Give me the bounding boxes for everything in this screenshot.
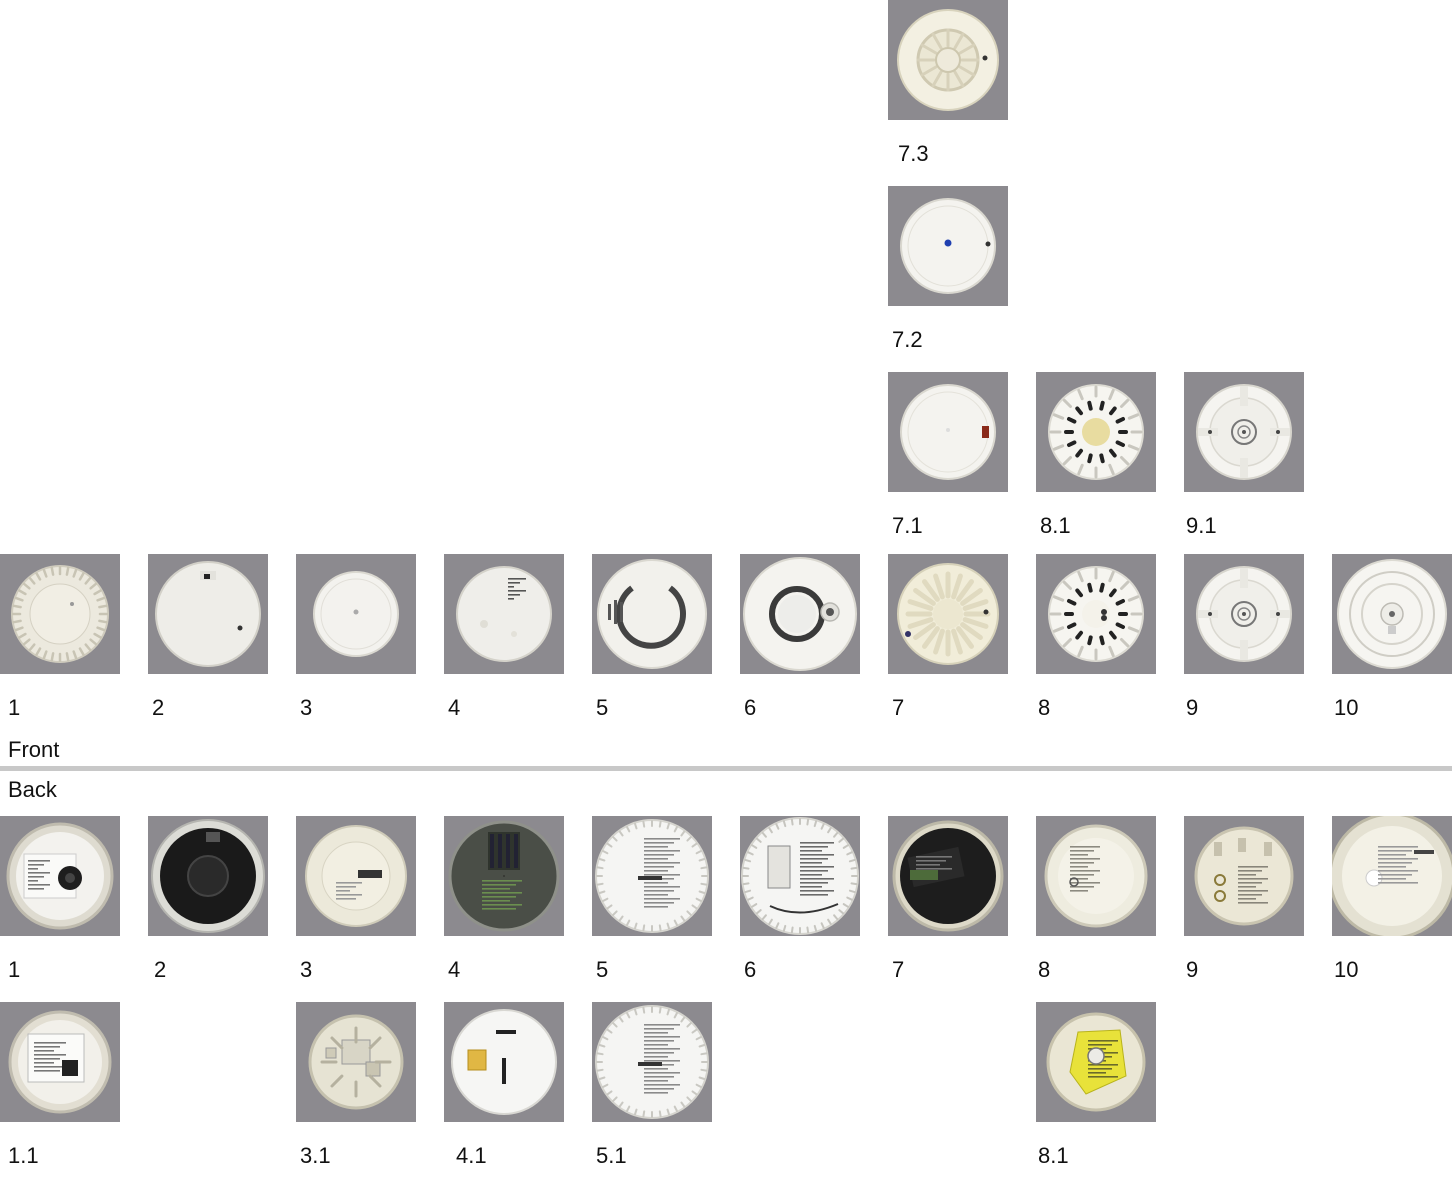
- section-heading-front: Front: [8, 737, 60, 762]
- section-heading-back: Back: [8, 777, 57, 802]
- thumbnail-label: 7.1: [892, 513, 923, 538]
- thumbnail-label: 4: [448, 695, 461, 720]
- thumbnail-label: 8.1: [1040, 513, 1071, 538]
- thumbnail-front-6[interactable]: [740, 554, 860, 674]
- thumbnail-label: 9.1: [1186, 513, 1217, 538]
- thumbnail-back-4[interactable]: [444, 816, 564, 936]
- thumbnail-label: 1: [8, 695, 21, 720]
- thumbnail-label: 5.1: [596, 1143, 627, 1168]
- thumbnail-label: 9: [1186, 695, 1199, 720]
- thumbnail-label: 8: [1038, 695, 1051, 720]
- thumbnail-front-9-1[interactable]: [1184, 372, 1304, 492]
- thumbnail-back-5[interactable]: [592, 816, 712, 936]
- thumbnail-label: 5: [596, 957, 609, 982]
- thumbnail-label: 4.1: [456, 1143, 487, 1168]
- thumbnail-front-10[interactable]: [1332, 554, 1452, 674]
- thumbnail-label: 3.1: [300, 1143, 331, 1168]
- thumbnail-label: 6: [744, 957, 757, 982]
- thumbnail-label: 10: [1334, 957, 1359, 982]
- thumbnail-back-9[interactable]: [1184, 816, 1304, 936]
- thumbnail-label: 8: [1038, 957, 1051, 982]
- thumbnail-label: 2: [152, 695, 165, 720]
- thumbnail-front-2[interactable]: [148, 554, 268, 674]
- thumbnail-back-3[interactable]: [296, 816, 416, 936]
- thumbnail-label: 10: [1334, 695, 1359, 720]
- thumbnail-front-7-3[interactable]: [888, 0, 1008, 120]
- thumbnail-front-8[interactable]: [1036, 554, 1156, 674]
- thumbnail-label: 4: [448, 957, 461, 982]
- thumbnail-label: 5: [596, 695, 609, 720]
- thumbnail-back-1-1[interactable]: [0, 1002, 120, 1122]
- thumbnail-label: 1.1: [8, 1143, 39, 1168]
- thumbnail-back-3-1[interactable]: [296, 1002, 416, 1122]
- thumbnail-back-5-1[interactable]: [592, 1002, 712, 1122]
- thumbnail-front-4[interactable]: [444, 554, 564, 674]
- thumbnail-back-1[interactable]: [0, 816, 120, 936]
- thumbnail-label: 3: [300, 695, 313, 720]
- thumbnail-back-8-1[interactable]: [1036, 1002, 1156, 1122]
- thumbnail-label: 7.3: [898, 141, 929, 166]
- thumbnail-front-8-1[interactable]: [1036, 372, 1156, 492]
- thumbnail-label: 7: [892, 695, 905, 720]
- thumbnail-back-6[interactable]: [740, 816, 860, 936]
- thumbnail-front-5[interactable]: [592, 554, 712, 674]
- thumbnail-label: 6: [744, 695, 757, 720]
- thumbnail-label: 7: [892, 957, 905, 982]
- thumbnail-label: 3: [300, 957, 313, 982]
- thumbnail-label: 9: [1186, 957, 1199, 982]
- thumbnail-front-1[interactable]: [0, 554, 120, 674]
- thumbnail-front-7-1[interactable]: [888, 372, 1008, 492]
- thumbnail-front-7[interactable]: [888, 554, 1008, 674]
- thumbnail-label: 8.1: [1038, 1143, 1069, 1168]
- thumbnail-front-3[interactable]: [296, 554, 416, 674]
- thumbnail-back-4-1[interactable]: [444, 1002, 564, 1122]
- thumbnail-label: 2: [154, 957, 167, 982]
- thumbnail-back-2[interactable]: [148, 816, 268, 936]
- section-divider: [0, 766, 1452, 771]
- thumbnail-back-8[interactable]: [1036, 816, 1156, 936]
- thumbnail-label: 7.2: [892, 327, 923, 352]
- thumbnail-front-7-2[interactable]: [888, 186, 1008, 306]
- thumbnail-front-9[interactable]: [1184, 554, 1304, 674]
- thumbnail-back-10[interactable]: [1332, 816, 1452, 936]
- thumbnail-label: 1: [8, 957, 21, 982]
- thumbnail-back-7[interactable]: [888, 816, 1008, 936]
